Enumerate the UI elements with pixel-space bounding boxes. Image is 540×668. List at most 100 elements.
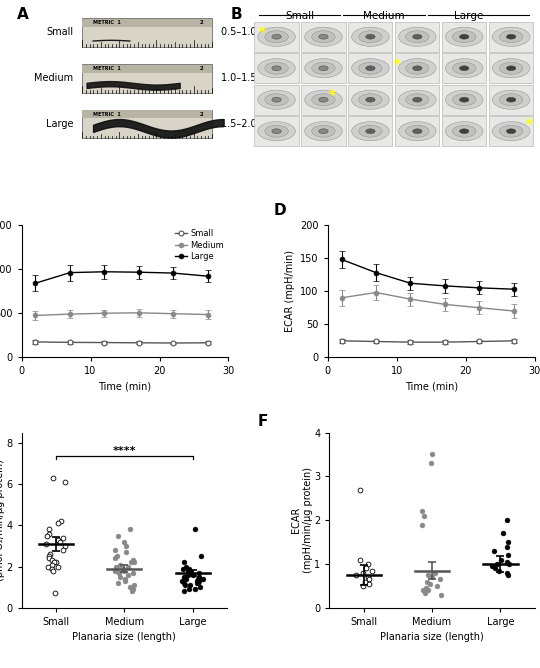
Circle shape <box>399 90 436 110</box>
Bar <box>489 116 533 146</box>
Circle shape <box>265 94 288 106</box>
Point <box>504 550 513 560</box>
Circle shape <box>413 66 422 71</box>
Point <box>181 572 190 582</box>
Point <box>115 568 124 578</box>
Point <box>126 557 135 568</box>
Point <box>42 538 50 549</box>
Point <box>60 477 69 488</box>
Bar <box>442 85 487 115</box>
Point <box>45 549 54 560</box>
Bar <box>301 21 346 51</box>
Point <box>53 518 62 528</box>
FancyBboxPatch shape <box>82 64 212 93</box>
Circle shape <box>500 31 523 43</box>
Point <box>119 563 127 574</box>
Circle shape <box>500 62 523 74</box>
Text: D: D <box>274 203 287 218</box>
Text: *: * <box>259 25 266 39</box>
Point <box>179 586 188 597</box>
Bar <box>395 116 440 146</box>
Y-axis label: ECAR (mpH/min): ECAR (mpH/min) <box>285 250 295 332</box>
Circle shape <box>272 98 281 102</box>
Point <box>195 582 204 593</box>
Bar <box>254 85 299 115</box>
Circle shape <box>359 31 382 43</box>
Point <box>121 576 130 587</box>
Point <box>56 536 64 547</box>
Bar <box>489 21 533 51</box>
Text: 0.5–1.0 cm: 0.5–1.0 cm <box>221 27 274 37</box>
Circle shape <box>258 59 295 77</box>
Point <box>116 572 125 582</box>
Circle shape <box>399 59 436 77</box>
Bar <box>489 53 533 84</box>
Point <box>53 534 62 545</box>
Circle shape <box>460 66 469 71</box>
Circle shape <box>352 90 389 110</box>
Point <box>184 570 192 580</box>
Point <box>122 547 131 558</box>
Circle shape <box>366 98 375 102</box>
Point <box>193 578 201 589</box>
Point <box>44 524 53 535</box>
Point <box>45 553 53 564</box>
Point <box>54 561 63 572</box>
Point <box>129 568 137 578</box>
Text: 2: 2 <box>200 20 204 25</box>
Circle shape <box>399 27 436 46</box>
Point <box>128 586 137 597</box>
Point <box>195 568 204 578</box>
Text: A: A <box>17 7 29 21</box>
Text: Medium: Medium <box>35 73 73 84</box>
Circle shape <box>500 94 523 106</box>
Text: *: * <box>394 57 401 71</box>
Circle shape <box>460 98 469 102</box>
Bar <box>254 21 299 51</box>
Point <box>436 574 444 584</box>
Point <box>495 565 503 576</box>
Point <box>422 582 431 593</box>
Point <box>426 458 435 468</box>
Bar <box>254 116 299 146</box>
Point <box>182 561 191 572</box>
Circle shape <box>319 34 328 39</box>
Circle shape <box>453 94 476 106</box>
Point <box>111 545 119 556</box>
Circle shape <box>352 59 389 77</box>
Point <box>418 506 427 517</box>
Point <box>419 585 428 596</box>
Point <box>198 574 207 584</box>
Circle shape <box>312 62 335 74</box>
Circle shape <box>305 122 342 141</box>
Y-axis label: ECAR
(mpH/min/μg protein): ECAR (mpH/min/μg protein) <box>291 467 313 573</box>
Point <box>182 574 191 584</box>
Text: METRIC  1: METRIC 1 <box>93 20 121 25</box>
Point <box>45 551 53 562</box>
Point <box>191 584 199 595</box>
Circle shape <box>265 126 288 137</box>
Point <box>488 561 497 572</box>
Text: Small: Small <box>46 27 73 37</box>
X-axis label: Time (min): Time (min) <box>404 382 458 392</box>
FancyBboxPatch shape <box>82 110 212 138</box>
FancyBboxPatch shape <box>82 65 212 73</box>
Point <box>362 563 371 574</box>
Text: F: F <box>258 414 268 429</box>
Point <box>189 570 198 580</box>
Point <box>421 587 429 598</box>
Text: ****: **** <box>112 446 136 456</box>
Circle shape <box>319 129 328 134</box>
Point <box>126 524 134 535</box>
Point <box>361 576 369 587</box>
Point <box>355 484 364 495</box>
Point <box>426 578 435 589</box>
Point <box>123 570 132 580</box>
Point <box>422 576 431 587</box>
Point <box>50 557 59 568</box>
Bar <box>395 21 440 51</box>
Circle shape <box>305 90 342 110</box>
Circle shape <box>359 126 382 137</box>
Circle shape <box>446 59 483 77</box>
Circle shape <box>399 122 436 141</box>
